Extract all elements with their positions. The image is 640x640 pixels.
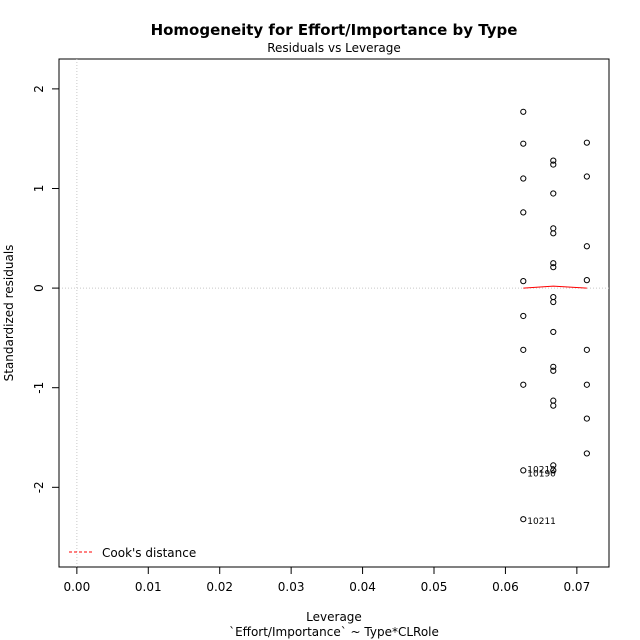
chart-subtitle: Residuals vs Leverage (267, 41, 401, 55)
reference-lines (59, 59, 609, 567)
x-axis: 0.00 0.01 0.02 0.03 0.04 0.05 0.06 0.07 (63, 566, 590, 594)
data-point (550, 363, 557, 370)
plot-frame (58, 58, 610, 568)
data-point (550, 190, 557, 197)
data-point (550, 260, 557, 267)
x-tick-label: 0.00 (63, 580, 90, 594)
point-label: 10212 (527, 465, 556, 475)
data-point (550, 467, 557, 474)
data-point (583, 415, 590, 422)
data-point (550, 298, 557, 306)
y-axis: -2 -1 0 1 2 (32, 85, 60, 493)
data-point (550, 397, 557, 404)
data-point (583, 139, 590, 146)
points-group (520, 108, 590, 523)
y-tick-label: -2 (32, 481, 46, 493)
data-point (520, 140, 527, 147)
x-axis-sublabel: `Effort/Importance` ~ Type*CLRole (229, 625, 439, 639)
point-label: 10211 (527, 517, 556, 527)
data-point (550, 225, 557, 232)
data-point (550, 230, 557, 237)
x-tick-label: 0.06 (492, 580, 519, 594)
data-point (583, 346, 590, 353)
x-tick-label: 0.05 (421, 580, 448, 594)
data-point (550, 402, 557, 409)
x-tick-label: 0.07 (563, 580, 590, 594)
data-point (520, 209, 527, 216)
data-point (583, 381, 590, 388)
data-point (550, 264, 557, 271)
smooth-line-group (523, 285, 587, 289)
data-point (520, 516, 527, 523)
x-tick-label: 0.02 (206, 580, 233, 594)
data-point (583, 277, 590, 284)
y-tick-label: 2 (32, 85, 46, 93)
data-point (550, 293, 557, 301)
y-tick-label: -1 (32, 382, 46, 394)
x-tick-label: 0.03 (278, 580, 305, 594)
data-point (550, 328, 557, 336)
y-tick-label: 0 (32, 284, 46, 292)
data-point (520, 175, 527, 182)
smooth-line (523, 285, 587, 289)
data-point (520, 346, 527, 353)
legend-cooks-distance-label: Cook's distance (102, 546, 196, 560)
data-point (520, 381, 527, 388)
data-point (520, 312, 527, 320)
data-point (520, 278, 527, 285)
data-point (583, 450, 590, 457)
y-tick-label: 1 (32, 185, 46, 193)
data-point (520, 467, 527, 474)
data-point (520, 108, 527, 115)
x-tick-label: 0.04 (349, 580, 376, 594)
y-axis-label: Standardized residuals (2, 245, 16, 382)
data-point (550, 157, 557, 164)
data-point (583, 243, 590, 250)
data-point (550, 161, 557, 168)
data-point (550, 367, 557, 374)
x-tick-label: 0.01 (135, 580, 162, 594)
legend: Cook's distance (69, 546, 196, 560)
chart-title: Homogeneity for Effort/Importance by Typ… (151, 21, 518, 39)
data-point (583, 173, 590, 180)
x-axis-label: Leverage (306, 610, 362, 624)
point-label: 10190 (527, 469, 556, 479)
